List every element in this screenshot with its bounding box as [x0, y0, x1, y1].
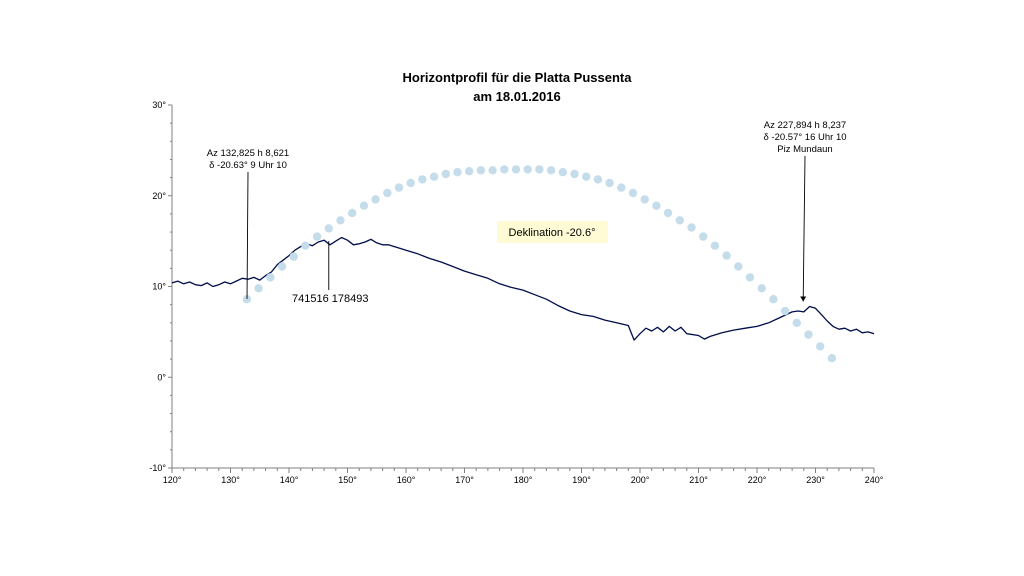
- y-tick-label: 30°: [152, 100, 166, 110]
- sun-position-point: [582, 172, 591, 181]
- sun-position-point: [780, 306, 790, 316]
- sun-position-point: [511, 165, 521, 174]
- sun-position-point: [523, 165, 532, 174]
- sun-position-point: [348, 208, 357, 218]
- sun-position-point: [745, 273, 755, 282]
- sun-position-point: [266, 273, 275, 282]
- sun-position-point: [418, 175, 427, 184]
- sun-position-point: [652, 201, 661, 210]
- sun-position-point: [312, 232, 322, 241]
- chart-title-line1: Horizontprofil für die Platta Pussenta: [403, 70, 633, 85]
- annotation-coordinates: 741516 178493: [292, 293, 368, 305]
- horizon-layer: [171, 236, 875, 341]
- sun-position-point: [383, 188, 392, 198]
- sun-position-point: [465, 167, 474, 176]
- sun-position-point: [804, 330, 813, 339]
- annotation-layer: Az 132,825 h 8,621 δ -20.63° 9 Uhr 10 Az…: [207, 120, 847, 305]
- axes: -10° 0° 10° 20° 30° 120° 130° 140° 150° 160° 170° 1…: [149, 100, 883, 485]
- sun-position-point: [429, 172, 439, 181]
- sun-position-point: [488, 166, 497, 175]
- x-tick-label: 160°: [397, 475, 416, 485]
- sun-position-point: [371, 195, 380, 204]
- sun-position-point: [500, 165, 509, 174]
- x-tick-label: 230°: [806, 475, 825, 485]
- sun-position-point: [640, 195, 649, 204]
- sun-position-point: [710, 241, 720, 250]
- sun-position-point: [453, 168, 462, 177]
- sun-position-point: [816, 342, 825, 351]
- annotation-left-leader: [246, 171, 249, 300]
- x-tick-label: 170°: [455, 475, 474, 485]
- annotation-left-line1: Az 132,825 h 8,621: [207, 148, 289, 159]
- sun-position-point: [558, 168, 567, 177]
- sun-position-point: [277, 262, 287, 271]
- sun-position-point: [757, 284, 766, 293]
- sun-position-point: [769, 295, 778, 304]
- horizon-profile-line: [171, 236, 875, 341]
- sun-position-point: [617, 183, 626, 192]
- sun-position-point: [359, 201, 369, 210]
- sun-position-point: [535, 165, 544, 174]
- sun-position-point: [699, 232, 708, 241]
- y-tick-label: 10°: [152, 282, 166, 292]
- x-tick-label: 140°: [280, 475, 299, 485]
- y-tick-label: -10°: [149, 463, 166, 473]
- sun-position-point: [628, 188, 638, 198]
- sun-position-point: [476, 166, 486, 175]
- sun-path-layer: [242, 165, 837, 363]
- sun-position-point: [406, 178, 415, 188]
- annotation-left-line2: δ -20.63° 9 Uhr 10: [209, 160, 287, 171]
- sun-position-point: [605, 178, 614, 188]
- y-tick-label: 20°: [152, 191, 166, 201]
- sun-position-point: [242, 295, 252, 304]
- x-tick-label: 220°: [748, 475, 767, 485]
- sun-position-point: [734, 262, 743, 271]
- sun-position-point: [687, 223, 696, 232]
- sun-position-point: [301, 241, 310, 250]
- sun-position-point: [336, 216, 345, 225]
- legend-box-label: Deklination -20.6°: [509, 227, 596, 239]
- sun-position-point: [792, 318, 801, 327]
- sun-position-point: [394, 183, 404, 192]
- y-tick-label: 0°: [157, 372, 166, 382]
- x-tick-label: 180°: [514, 475, 533, 485]
- annotation-right-line2: δ -20.57° 16 Uhr 10: [763, 132, 846, 143]
- x-tick-label: 210°: [689, 475, 708, 485]
- annotation-right-line1: Az 227,894 h 8,237: [764, 120, 846, 131]
- sun-position-point: [441, 169, 450, 179]
- x-tick-label: 200°: [631, 475, 650, 485]
- sun-position-point: [827, 354, 837, 363]
- chart-title-line2: am 18.01.2016: [473, 89, 560, 104]
- x-tick-label: 120°: [163, 475, 182, 485]
- sun-position-point: [324, 224, 333, 233]
- sun-position-point: [663, 208, 673, 218]
- x-tick-label: 240°: [865, 475, 884, 485]
- sun-position-point: [289, 252, 298, 261]
- legend-box: [497, 221, 608, 243]
- annotation-right-arrowhead: [800, 296, 807, 302]
- sun-position-point: [546, 166, 556, 175]
- x-tick-label: 150°: [338, 475, 357, 485]
- x-tick-label: 190°: [572, 475, 591, 485]
- sun-position-point: [675, 216, 684, 225]
- sun-position-point: [254, 284, 263, 293]
- sun-position-point: [570, 169, 579, 179]
- annotation-right-leader: [802, 155, 806, 302]
- x-tick-label: 130°: [221, 475, 240, 485]
- sun-position-point: [722, 251, 731, 260]
- annotation-right-line3: Piz Mundaun: [777, 144, 832, 155]
- sun-position-point: [593, 175, 603, 184]
